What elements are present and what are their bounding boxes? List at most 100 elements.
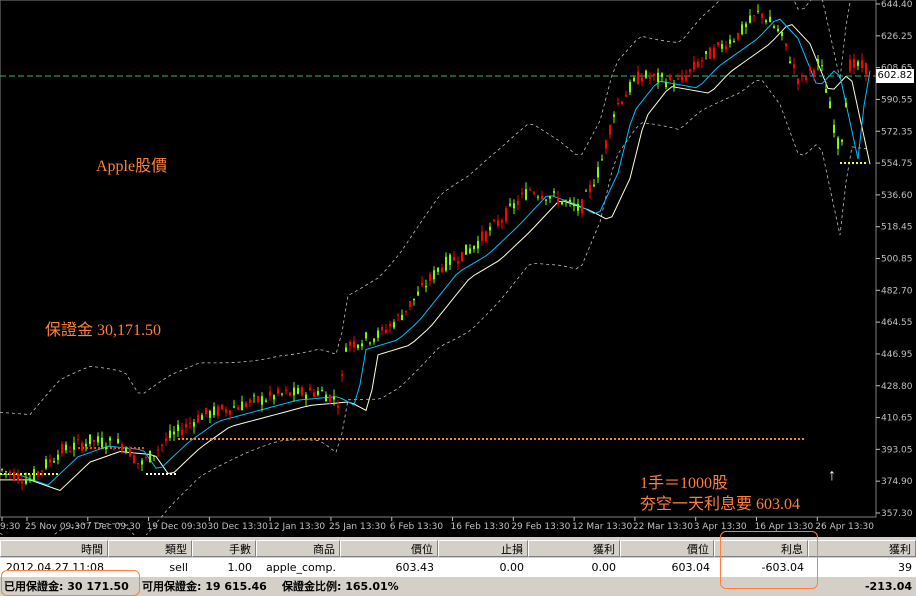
candle-body (113, 447, 115, 450)
candle-body (741, 24, 743, 35)
candle-body (265, 400, 267, 402)
y-tick-label: 644.40 (881, 0, 913, 10)
used-margin-label: 已用保證金: 30 171.50 (4, 580, 129, 593)
col-header-type[interactable]: 類型 (108, 540, 192, 557)
candle-body (817, 59, 819, 64)
y-tick-label: 410.65 (881, 414, 913, 424)
col-header-time[interactable]: 時間 (0, 540, 108, 557)
candle-body (625, 94, 627, 97)
candle-body (365, 332, 367, 339)
candle-body (373, 338, 375, 342)
candle-body (493, 220, 495, 222)
candle-body (357, 344, 359, 349)
candle-body (201, 415, 203, 420)
y-tick-label: 608.65 (881, 64, 913, 74)
candle-body (569, 199, 571, 203)
candle-body (261, 396, 263, 405)
candle-body (29, 479, 31, 481)
candle-body (697, 61, 699, 68)
col-header-lots[interactable]: 手數 (192, 540, 256, 557)
candle-body (821, 65, 823, 67)
candle-body (457, 261, 459, 264)
col-header-take-profit[interactable]: 獲利 (528, 540, 620, 557)
candle-body (157, 449, 159, 451)
candle-body (81, 442, 83, 451)
col-header-open-price[interactable]: 價位 (340, 540, 438, 557)
candle-body (253, 395, 255, 397)
candle-body (217, 406, 219, 416)
candle-body (225, 409, 227, 413)
candle-body (509, 203, 511, 206)
candle-body (117, 438, 119, 444)
candle-body (773, 26, 775, 28)
candle-body (865, 62, 867, 75)
candle-body (233, 406, 235, 408)
price-chart[interactable]: 644.40 626.25 608.65 590.55 572.35 554.75 536.… (0, 0, 916, 535)
x-tick-label: 19 Dec 09:30 (147, 522, 208, 532)
candle-body (789, 61, 791, 64)
col-header-profit[interactable]: 獲利 (808, 540, 916, 557)
col-header-current-price[interactable]: 價位 (620, 540, 714, 557)
candle-body (21, 481, 23, 484)
cell-symbol: apple_comp. (265, 561, 336, 574)
candle-body (793, 64, 795, 68)
candle-body (273, 395, 275, 400)
candle-body (497, 220, 499, 226)
col-header-swap[interactable]: 利息 (714, 540, 808, 557)
y-tick-label: 464.55 (881, 318, 913, 328)
candle-body (433, 270, 435, 280)
candle-body (169, 430, 171, 438)
table-header-row: 時間 類型 手數 商品 價位 止損 獲利 價位 利息 獲利 (0, 540, 916, 559)
candle-body (801, 75, 803, 77)
cell-lots: 1.00 (227, 561, 253, 574)
col-header-symbol[interactable]: 商品 (256, 540, 340, 557)
candle-body (421, 282, 423, 286)
y-tick-label: 554.75 (881, 159, 913, 169)
candle-body (461, 251, 463, 262)
margin-ratio-label: 保證金比例: 165.01% (282, 580, 399, 593)
cell-swap: -603.04 (761, 561, 804, 574)
candle-body (185, 423, 187, 428)
candle-body (737, 32, 739, 40)
candle-body (73, 442, 75, 450)
candle-body (25, 479, 27, 484)
candle-body (85, 443, 87, 447)
candle-body (537, 196, 539, 198)
candle-body (825, 88, 827, 93)
margin-highlight-box (1, 570, 140, 596)
candle-body (297, 387, 299, 394)
candle-body (57, 454, 59, 460)
candle-body (77, 439, 79, 441)
candle-body (521, 192, 523, 195)
cell-stop-loss: 0.00 (499, 561, 525, 574)
candle-body (45, 459, 47, 469)
candle-body (109, 437, 111, 441)
candle-body (709, 47, 711, 59)
candle-body (241, 401, 243, 411)
candle-body (629, 82, 631, 93)
candle-body (621, 101, 623, 104)
candle-body (181, 429, 183, 435)
table-row[interactable]: 2012.04.27 11:08 sell 1.00 apple_comp. 6… (0, 558, 916, 577)
candle-body (529, 189, 531, 191)
candle-body (293, 387, 295, 396)
fast-moving-average (0, 18, 871, 486)
candle-body (9, 471, 11, 475)
candle-body (409, 301, 411, 307)
candle-body (249, 399, 251, 403)
free-margin-label: 可用保證金: 19 615.46 (142, 580, 267, 593)
candle-body (513, 203, 515, 209)
candle-body (761, 13, 763, 18)
candle-body (541, 195, 543, 199)
lower-band (0, 79, 871, 535)
y-tick-label: 500.85 (881, 255, 913, 265)
candle-body (425, 286, 427, 288)
margin-annotation: 保證金 30,171.50 (45, 322, 162, 339)
candle-body (301, 387, 303, 396)
candle-body (669, 75, 671, 80)
candle-body (385, 329, 387, 333)
candle-body (65, 444, 67, 451)
candle-body (285, 389, 287, 391)
candle-body (281, 393, 283, 395)
col-header-stop-loss[interactable]: 止損 (438, 540, 528, 557)
